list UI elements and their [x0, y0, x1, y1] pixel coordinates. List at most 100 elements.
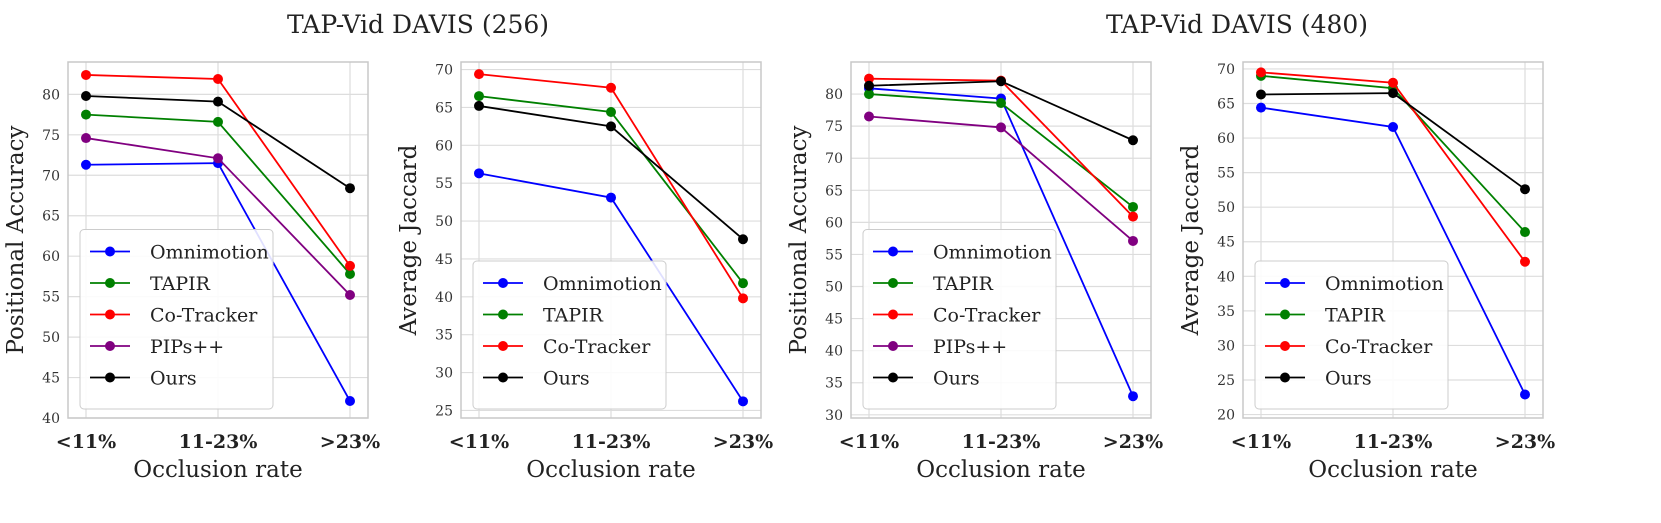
- data-point-omnimotion: [606, 192, 616, 203]
- x-tick-label: 11-23%: [179, 431, 258, 453]
- y-tick-label: 20: [1217, 408, 1235, 424]
- data-point-co-tracker: [81, 69, 91, 80]
- data-point-tapir: [738, 278, 748, 289]
- legend-label-ours: Ours: [150, 368, 197, 390]
- y-tick-label: 70: [825, 151, 843, 167]
- y-tick-label: 55: [1217, 166, 1235, 182]
- data-point-co-tracker: [1388, 77, 1398, 88]
- legend-label-omnimotion: Omnimotion: [150, 242, 269, 264]
- y-tick-label: 70: [435, 63, 453, 79]
- legend-label-pips: PIPs++: [933, 336, 1007, 358]
- legend-marker-tapir: [498, 309, 508, 320]
- data-point-co-tracker: [345, 260, 355, 271]
- y-tick-label: 65: [825, 183, 843, 199]
- legend: Omnimotion TAPIR Co-Tracker Ours: [1254, 260, 1449, 410]
- data-point-ours: [1388, 88, 1398, 99]
- legend-marker-omnimotion: [888, 246, 898, 257]
- x-axis-label: Occlusion rate: [916, 457, 1085, 483]
- data-point-co-tracker: [1520, 256, 1530, 267]
- legend-marker-ours: [1280, 372, 1290, 383]
- data-point-ours: [81, 90, 91, 101]
- y-tick-label: 60: [435, 138, 453, 154]
- x-tick-label: <11%: [56, 431, 116, 453]
- data-point-pips: [864, 111, 874, 122]
- y-tick-label: 30: [1217, 338, 1235, 354]
- y-tick-label: 25: [435, 403, 453, 419]
- data-point-ours: [1128, 135, 1138, 146]
- y-tick-label: 55: [825, 247, 843, 263]
- legend-label-ours: Ours: [1325, 368, 1372, 390]
- y-tick-label: 50: [435, 214, 453, 230]
- legend-marker-omnimotion: [105, 246, 115, 257]
- data-point-omnimotion: [345, 396, 355, 407]
- plot-frame: [1242, 61, 1544, 419]
- data-point-co-tracker: [474, 69, 484, 80]
- data-point-pips: [1128, 235, 1138, 246]
- legend-marker-omnimotion: [1280, 278, 1290, 288]
- data-point-ours: [996, 76, 1006, 87]
- legend-marker-co-tracker: [1280, 341, 1290, 351]
- chart-panel-3: 30 35 40 45 50 55 60 65 70 75 80 <11% 11-23% >23% Occl…: [786, 61, 1163, 483]
- x-tick-label: >23%: [713, 431, 773, 453]
- data-point-ours: [1520, 184, 1530, 195]
- plot-frame: [460, 61, 762, 419]
- data-point-ours: [474, 100, 484, 111]
- legend-label-tapir: TAPIR: [1325, 305, 1386, 327]
- chart-panels: 40 45 50 55 60 65 70 75 80 <11% 11-23% >23% Occlusio…: [3, 61, 1555, 483]
- data-point-pips: [81, 133, 91, 144]
- y-tick-label: 30: [435, 366, 453, 382]
- legend-label-tapir: TAPIR: [543, 305, 604, 327]
- legend-label-pips: PIPs++: [150, 336, 224, 358]
- y-tick-label: 40: [1217, 269, 1235, 285]
- legend-box: [862, 229, 1057, 410]
- legend-label-omnimotion: Omnimotion: [1325, 273, 1444, 295]
- y-tick-label: 45: [42, 371, 60, 387]
- data-point-ours: [606, 121, 616, 132]
- legend-marker-omnimotion: [498, 278, 508, 288]
- y-tick-label: 60: [825, 215, 843, 231]
- x-tick-label: <11%: [449, 431, 509, 453]
- y-tick-label: 35: [825, 376, 843, 392]
- x-tick-label: >23%: [1103, 431, 1163, 453]
- chart-panel-2: 25 30 35 40 45 50 55 60 65 70 <11% 11-23% >23% Occlus…: [396, 61, 773, 483]
- x-axis-label: Occlusion rate: [133, 457, 302, 483]
- x-tick-label: 11-23%: [962, 431, 1041, 453]
- x-tick-label: <11%: [1231, 431, 1291, 453]
- data-point-co-tracker: [738, 293, 748, 304]
- data-point-omnimotion: [474, 168, 484, 179]
- y-tick-label: 35: [435, 328, 453, 344]
- y-tick-label: 65: [1217, 96, 1235, 112]
- data-point-pips: [213, 153, 223, 164]
- y-axis-label: Positional Accuracy: [3, 126, 29, 355]
- chart-panel-4: 20 25 30 35 40 45 50 55 60 65 70 <11% 11-23% >23% Occl…: [1178, 61, 1555, 483]
- legend-label-co-tracker: Co-Tracker: [543, 336, 651, 358]
- y-axis-label: Average Jaccard: [396, 144, 422, 336]
- data-point-ours: [213, 96, 223, 107]
- legend-box: [79, 229, 274, 410]
- legend: Omnimotion TAPIR Co-Tracker PIPs++ Ours: [862, 229, 1057, 410]
- legend-label-omnimotion: Omnimotion: [543, 273, 662, 295]
- y-tick-label: 80: [42, 87, 60, 103]
- legend-label-omnimotion: Omnimotion: [933, 242, 1052, 264]
- x-tick-label: 11-23%: [1354, 431, 1433, 453]
- y-axis-label: Average Jaccard: [1178, 144, 1204, 336]
- y-tick-label: 50: [42, 330, 60, 346]
- legend-marker-tapir: [1280, 309, 1290, 320]
- y-tick-label: 25: [1217, 373, 1235, 389]
- y-tick-label: 65: [42, 209, 60, 225]
- data-point-pips: [996, 122, 1006, 133]
- y-tick-label: 55: [42, 290, 60, 306]
- legend-box: [472, 260, 667, 410]
- y-tick-label: 45: [435, 252, 453, 268]
- y-tick-label: 55: [435, 176, 453, 192]
- legend-box: [1254, 260, 1449, 410]
- data-point-omnimotion: [1256, 102, 1266, 113]
- data-point-tapir: [864, 89, 874, 100]
- legend-label-co-tracker: Co-Tracker: [933, 305, 1041, 327]
- plot-frame: [67, 61, 369, 419]
- data-point-co-tracker: [606, 82, 616, 93]
- legend: Omnimotion TAPIR Co-Tracker PIPs++ Ours: [79, 229, 274, 410]
- data-point-tapir: [996, 98, 1006, 109]
- title-davis-480: TAP-Vid DAVIS (480): [1106, 10, 1368, 39]
- data-point-ours: [864, 80, 874, 91]
